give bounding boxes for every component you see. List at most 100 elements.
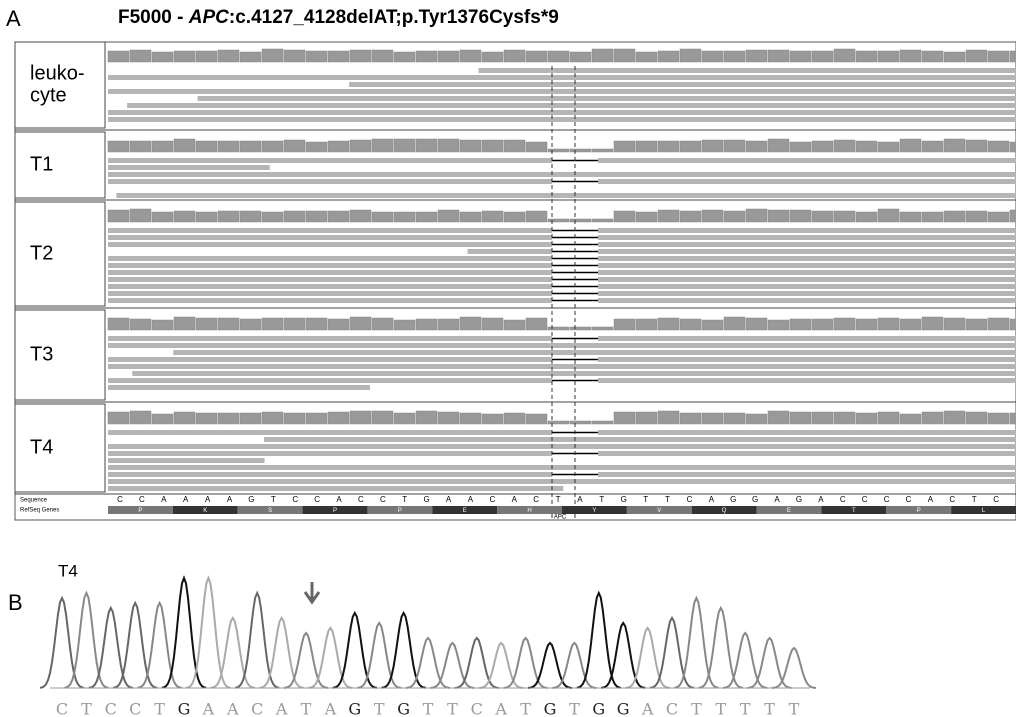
base-call: G bbox=[178, 700, 191, 717]
coverage-bar bbox=[108, 141, 129, 152]
base-call: T bbox=[447, 700, 458, 717]
sequence-base: G bbox=[752, 495, 758, 504]
coverage-bar bbox=[240, 141, 261, 152]
read bbox=[108, 378, 552, 383]
read bbox=[108, 158, 552, 163]
coverage-bar bbox=[834, 140, 855, 152]
coverage-bar bbox=[416, 411, 437, 424]
coverage-bar bbox=[416, 212, 437, 222]
read bbox=[108, 291, 552, 296]
read bbox=[198, 96, 1016, 101]
coverage-bar bbox=[878, 51, 899, 62]
coverage-bar bbox=[350, 50, 371, 62]
read bbox=[598, 256, 1016, 261]
read bbox=[108, 444, 1016, 449]
read bbox=[108, 430, 552, 435]
base-call: T bbox=[81, 700, 92, 717]
coverage-bar bbox=[702, 320, 723, 330]
coverage-bar bbox=[306, 51, 327, 62]
coverage-bar bbox=[152, 52, 173, 62]
track-label: T3 bbox=[30, 343, 53, 365]
gene-name: APC bbox=[554, 515, 567, 521]
coverage-bar bbox=[724, 317, 745, 330]
coverage-bar bbox=[130, 209, 151, 222]
read bbox=[108, 364, 1016, 369]
base-call: T bbox=[569, 700, 580, 717]
coverage-bar bbox=[372, 411, 393, 424]
coverage-bar bbox=[394, 52, 415, 62]
amino-acid: E bbox=[787, 508, 791, 514]
peak bbox=[235, 593, 279, 688]
read bbox=[108, 75, 1016, 80]
coverage-bar bbox=[614, 412, 635, 424]
coverage-bar bbox=[856, 212, 877, 222]
read bbox=[108, 357, 552, 362]
coverage-bar bbox=[460, 212, 481, 222]
coverage-bar bbox=[966, 211, 987, 222]
coverage-bar bbox=[460, 317, 481, 330]
coverage-bar bbox=[592, 421, 613, 424]
base-call: T bbox=[423, 700, 434, 717]
peak bbox=[162, 578, 206, 688]
coverage-bar bbox=[240, 211, 261, 222]
coverage-bar bbox=[790, 412, 811, 424]
coverage-bar bbox=[988, 51, 1009, 62]
peak bbox=[504, 638, 548, 688]
sequence-base: A bbox=[161, 495, 167, 504]
coverage-bar bbox=[394, 212, 415, 222]
coverage-bar bbox=[900, 414, 921, 424]
amino-acid: P bbox=[333, 508, 337, 514]
coverage-bar bbox=[240, 52, 261, 62]
base-call: A bbox=[275, 700, 288, 717]
coverage-bar bbox=[350, 411, 371, 424]
coverage-bar bbox=[108, 210, 129, 222]
coverage-bar bbox=[636, 141, 657, 152]
read bbox=[108, 465, 1016, 470]
base-call: C bbox=[666, 700, 678, 717]
coverage-bar bbox=[614, 319, 635, 330]
coverage-bar bbox=[636, 412, 657, 424]
coverage-bar bbox=[658, 210, 679, 222]
sequence-base: A bbox=[577, 495, 583, 504]
coverage-bar bbox=[240, 413, 261, 424]
coverage-bar bbox=[328, 141, 349, 152]
read bbox=[478, 68, 1016, 73]
sequence-base: C bbox=[993, 495, 999, 504]
coverage-bar bbox=[746, 50, 767, 62]
coverage-bar bbox=[944, 411, 965, 424]
coverage-bar bbox=[614, 211, 635, 222]
read bbox=[108, 165, 270, 170]
coverage-bar bbox=[306, 413, 327, 424]
read bbox=[598, 430, 1016, 435]
peak bbox=[674, 598, 718, 688]
coverage-bar bbox=[174, 51, 195, 62]
coverage-bar bbox=[284, 140, 305, 152]
sequence-base: A bbox=[818, 495, 824, 504]
coverage-bar bbox=[856, 51, 877, 62]
coverage-bar bbox=[482, 318, 503, 330]
coverage-bar bbox=[922, 141, 943, 152]
coverage-bar bbox=[328, 412, 349, 424]
sequence-base: C bbox=[314, 495, 320, 504]
read bbox=[116, 193, 1016, 198]
base-call: T bbox=[789, 700, 800, 717]
read bbox=[108, 256, 552, 261]
coverage-bar bbox=[790, 319, 811, 330]
base-call: A bbox=[494, 700, 507, 717]
coverage-bar bbox=[856, 319, 877, 330]
base-call: G bbox=[544, 700, 557, 717]
coverage-bar bbox=[812, 141, 833, 152]
coverage-bar bbox=[702, 210, 723, 222]
coverage-bar bbox=[878, 209, 899, 222]
coverage-bar bbox=[262, 318, 283, 330]
coverage-bar bbox=[746, 141, 767, 152]
coverage-bar bbox=[812, 211, 833, 222]
peak bbox=[333, 613, 377, 688]
coverage-bar bbox=[636, 319, 657, 330]
coverage-bar bbox=[658, 141, 679, 152]
read bbox=[108, 270, 552, 275]
sequence-base: A bbox=[446, 495, 452, 504]
base-call: T bbox=[374, 700, 385, 717]
read bbox=[598, 277, 1016, 282]
sequence-base: A bbox=[512, 495, 518, 504]
